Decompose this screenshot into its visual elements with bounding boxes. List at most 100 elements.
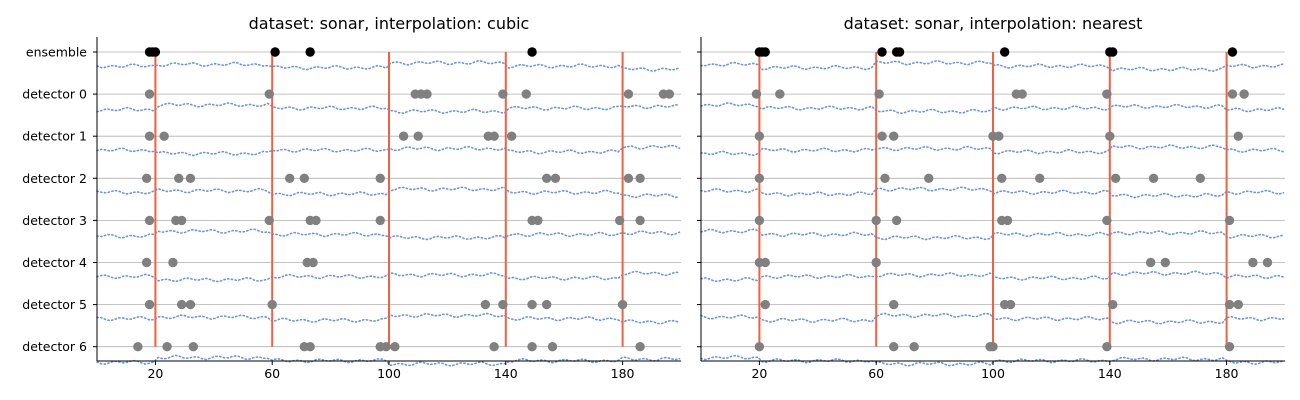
detector-detection-point	[1195, 173, 1206, 183]
detector-detection-point	[267, 299, 277, 310]
x-tick-label: 60	[868, 366, 884, 381]
detector-detection-point	[1005, 299, 1016, 310]
detector-detection-point	[547, 342, 558, 352]
detector-detection-point	[664, 89, 675, 99]
detector-detection-point	[498, 89, 508, 99]
y-tick-label: detector 1	[22, 129, 87, 144]
detector-detection-point	[1233, 299, 1243, 310]
detector-detection-point	[1248, 257, 1258, 268]
detector-detection-point	[489, 131, 499, 141]
detector-detection-point	[176, 299, 187, 310]
y-tick-label: detector 4	[22, 255, 87, 270]
detector-detection-point	[760, 257, 770, 268]
detector-detection-point	[375, 173, 385, 183]
detector-detection-point	[299, 173, 310, 183]
detector-detection-point	[623, 173, 634, 183]
ensemble-detection-point	[877, 47, 887, 57]
detector-detection-point	[311, 215, 321, 226]
ensemble-detection-point	[1108, 47, 1118, 57]
detector-detection-point	[185, 173, 196, 183]
ensemble-detection-point	[150, 47, 161, 57]
detector-detection-point	[635, 215, 645, 226]
ensemble-detection-point	[270, 47, 280, 57]
detector-detection-point	[480, 299, 491, 310]
y-tick-label: detector 6	[22, 339, 87, 354]
y-tick-label: detector 2	[22, 171, 87, 186]
detector-detection-point	[1227, 89, 1238, 99]
detector-detection-point	[506, 131, 517, 141]
detector-detection-point	[550, 173, 561, 183]
detector-detection-point	[541, 173, 552, 183]
detector-detection-point	[1110, 173, 1121, 183]
detector-detection-point	[614, 215, 625, 226]
x-tick-label: 20	[147, 366, 163, 381]
detector-detection-point	[754, 131, 765, 141]
x-tick-label: 140	[494, 366, 518, 381]
detector-detection-point	[144, 131, 155, 141]
detector-detection-point	[760, 299, 770, 310]
detector-detection-point	[305, 342, 315, 352]
detector-detection-point	[924, 173, 934, 183]
detector-detection-point	[635, 342, 645, 352]
ensemble-detection-point	[760, 47, 770, 57]
signal-trace	[96, 59, 681, 73]
detector-detection-point	[754, 342, 765, 352]
detector-detection-point	[1145, 257, 1156, 268]
detector-detection-point	[141, 173, 152, 183]
signal-trace	[700, 186, 1285, 199]
detector-detection-point	[623, 89, 634, 99]
detector-detection-point	[617, 299, 628, 310]
detector-detection-point	[988, 342, 998, 352]
detector-detection-point	[880, 173, 890, 183]
detector-detection-point	[527, 342, 537, 352]
signal-trace	[96, 354, 681, 367]
detector-detection-point	[871, 215, 881, 226]
detector-detection-point	[891, 215, 902, 226]
detector-detection-point	[144, 299, 155, 310]
chart-title: dataset: sonar, interpolation: nearest	[844, 14, 1143, 33]
x-tick-label: 180	[611, 366, 635, 381]
detector-detection-point	[141, 257, 152, 268]
detector-detection-point	[308, 257, 318, 268]
detector-detection-point	[1224, 215, 1235, 226]
detector-detection-point	[162, 342, 172, 352]
chart-title: dataset: sonar, interpolation: cubic	[249, 14, 530, 33]
detector-detection-point	[1102, 215, 1112, 226]
detector-detection-point	[390, 342, 400, 352]
detector-detection-point	[1262, 257, 1273, 268]
detector-detection-point	[521, 89, 531, 99]
detector-detection-point	[1108, 299, 1118, 310]
detector-detection-point	[185, 299, 196, 310]
x-tick-label: 100	[981, 366, 1005, 381]
detector-detection-point	[541, 299, 552, 310]
detector-detection-point	[264, 89, 274, 99]
detector-detection-point	[1102, 342, 1112, 352]
detector-detection-point	[413, 131, 423, 141]
detector-detection-point	[1233, 131, 1243, 141]
detector-detection-point	[871, 257, 881, 268]
right-chart-panel: dataset: sonar, interpolation: nearest 2…	[697, 14, 1285, 381]
y-tick-label: detector 0	[22, 87, 87, 102]
y-tick-label: detector 3	[22, 213, 87, 228]
detector-detection-point	[1017, 89, 1027, 99]
detector-detection-point	[754, 173, 765, 183]
detector-detection-point	[877, 131, 887, 141]
detector-detection-point	[1239, 89, 1249, 99]
detector-detection-point	[398, 131, 409, 141]
detector-detection-point	[1035, 173, 1045, 183]
detector-detection-point	[533, 215, 543, 226]
detector-detection-point	[375, 215, 385, 226]
detector-detection-point	[635, 173, 645, 183]
detector-detection-point	[1102, 89, 1112, 99]
x-tick-label: 20	[751, 366, 767, 381]
signal-trace	[700, 59, 1285, 72]
detector-detection-point	[144, 215, 155, 226]
detector-detection-point	[1002, 215, 1013, 226]
ensemble-detection-point	[305, 47, 315, 57]
detector-detection-point	[874, 89, 884, 99]
ensemble-detection-point	[527, 47, 537, 57]
detector-detection-point	[889, 342, 899, 352]
detector-detection-point	[1224, 299, 1235, 310]
detector-detection-point	[498, 299, 508, 310]
detector-detection-point	[889, 131, 899, 141]
